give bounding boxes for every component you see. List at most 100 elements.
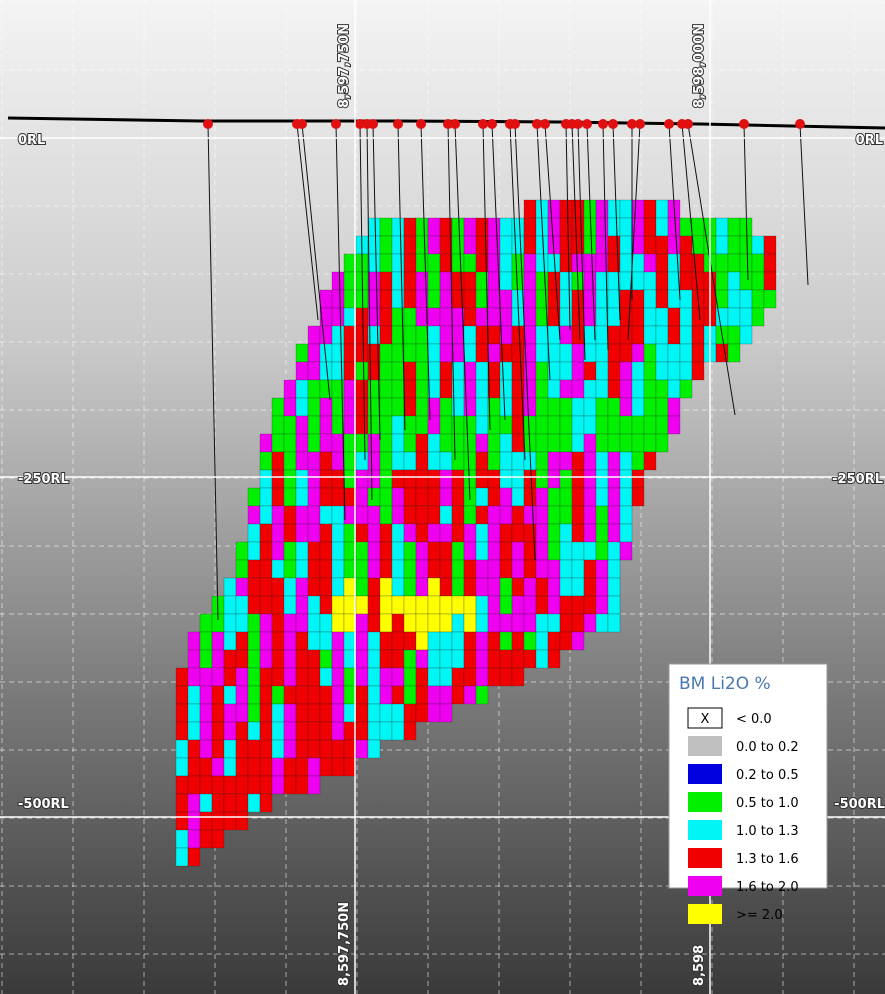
drill-trace — [627, 123, 641, 341]
block — [247, 559, 261, 579]
block — [439, 451, 453, 471]
block — [175, 847, 189, 867]
block — [283, 613, 297, 633]
block — [463, 253, 477, 273]
block — [499, 289, 513, 309]
block — [739, 289, 753, 309]
block — [559, 415, 573, 435]
legend-label: 1.0 to 1.3 — [736, 824, 799, 839]
block — [427, 505, 441, 525]
block — [355, 721, 369, 741]
block — [451, 667, 465, 687]
block — [439, 577, 453, 597]
block — [571, 379, 585, 399]
block — [247, 757, 261, 777]
block — [499, 451, 513, 471]
block — [427, 307, 441, 327]
block — [187, 829, 201, 849]
block — [451, 487, 465, 507]
drill-trace — [799, 123, 809, 286]
block — [307, 523, 321, 543]
block — [283, 667, 297, 687]
block — [655, 415, 669, 435]
block — [343, 433, 357, 453]
block — [259, 631, 273, 651]
block — [499, 649, 513, 669]
block — [523, 415, 537, 435]
block — [571, 361, 585, 381]
block — [559, 379, 573, 399]
block — [247, 721, 261, 741]
rl-label: -500RL — [18, 797, 69, 812]
block — [535, 469, 549, 489]
block — [283, 649, 297, 669]
block — [223, 649, 237, 669]
block — [295, 523, 309, 543]
block — [343, 325, 357, 345]
block — [535, 523, 549, 543]
block — [619, 505, 633, 525]
block — [607, 415, 621, 435]
block — [571, 631, 585, 651]
block — [307, 721, 321, 741]
block — [379, 505, 393, 525]
block — [487, 433, 501, 453]
block — [595, 343, 609, 363]
block — [511, 217, 525, 237]
block — [403, 559, 417, 579]
block — [487, 469, 501, 489]
block — [427, 631, 441, 651]
drill-trace — [491, 123, 506, 421]
block — [463, 235, 477, 255]
block — [403, 343, 417, 363]
block — [415, 487, 429, 507]
block — [355, 415, 369, 435]
block — [223, 667, 237, 687]
block — [679, 343, 693, 363]
block — [319, 631, 333, 651]
block — [547, 469, 561, 489]
block — [547, 505, 561, 525]
block — [583, 505, 597, 525]
block — [607, 379, 621, 399]
block — [607, 235, 621, 255]
block — [715, 271, 729, 291]
block — [475, 289, 489, 309]
block — [559, 217, 573, 237]
block — [259, 649, 273, 669]
block — [535, 595, 549, 615]
block — [475, 559, 489, 579]
block — [523, 613, 537, 633]
block — [175, 757, 189, 777]
block — [199, 703, 213, 723]
block — [307, 649, 321, 669]
block — [655, 343, 669, 363]
block — [343, 271, 357, 291]
block — [571, 505, 585, 525]
block — [379, 235, 393, 255]
block — [175, 703, 189, 723]
block — [379, 253, 393, 273]
block — [319, 451, 333, 471]
block — [319, 433, 333, 453]
block — [679, 379, 693, 399]
block — [559, 559, 573, 579]
block — [631, 415, 645, 435]
block — [655, 379, 669, 399]
block — [283, 631, 297, 651]
block — [583, 541, 597, 561]
block — [199, 631, 213, 651]
block — [379, 289, 393, 309]
block — [427, 379, 441, 399]
block — [367, 505, 381, 525]
block — [463, 217, 477, 237]
block — [631, 397, 645, 417]
block — [727, 343, 741, 363]
block — [403, 487, 417, 507]
block — [487, 595, 501, 615]
block — [547, 433, 561, 453]
block — [427, 451, 441, 471]
block — [427, 469, 441, 489]
block — [607, 541, 621, 561]
block — [331, 433, 345, 453]
